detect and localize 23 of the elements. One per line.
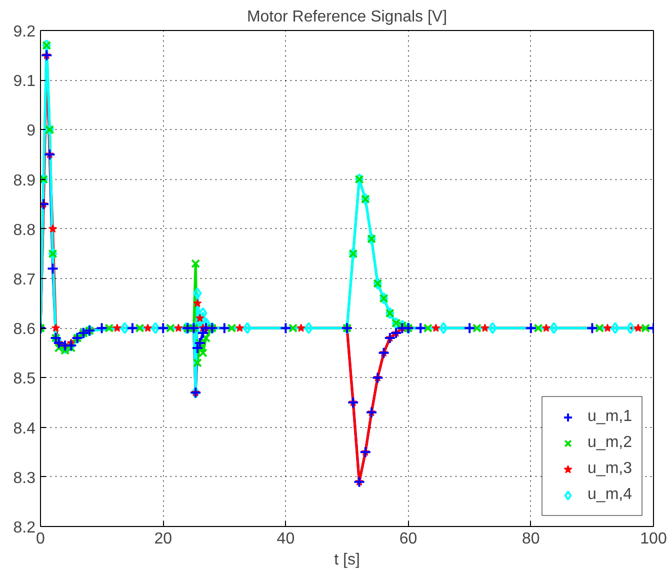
x-tick-label: 60 [399, 530, 418, 548]
x-tick-label: 20 [154, 530, 172, 548]
x-tick-label: 0 [36, 530, 46, 548]
x-axis-title: t [s] [334, 552, 360, 568]
y-tick-label: 8.8 [13, 222, 36, 239]
legend-label: u_m,2 [588, 434, 632, 452]
legend-label: u_m,3 [588, 460, 632, 478]
x-tick-label: 100 [640, 530, 667, 548]
y-tick-label: 8.4 [13, 420, 36, 438]
x-tick-label: 40 [276, 530, 295, 548]
y-tick-label: 9 [26, 122, 36, 140]
legend-label: u_m,1 [588, 408, 632, 426]
y-tick-label: 8.7 [13, 272, 36, 288]
y-tick-label: 8.6 [13, 321, 36, 338]
y-tick-label: 8.9 [13, 172, 36, 190]
y-tick-label: 9.2 [13, 24, 36, 40]
x-tick-label: 80 [522, 530, 540, 548]
legend-label: u_m,4 [588, 486, 632, 504]
y-tick-label: 9.1 [13, 73, 36, 90]
y-tick-label: 8.5 [13, 370, 36, 388]
y-tick-label: 8.3 [13, 470, 36, 487]
y-tick-label: 8.2 [13, 520, 36, 536]
chart-title: Motor Reference Signals [V] [246, 8, 448, 26]
